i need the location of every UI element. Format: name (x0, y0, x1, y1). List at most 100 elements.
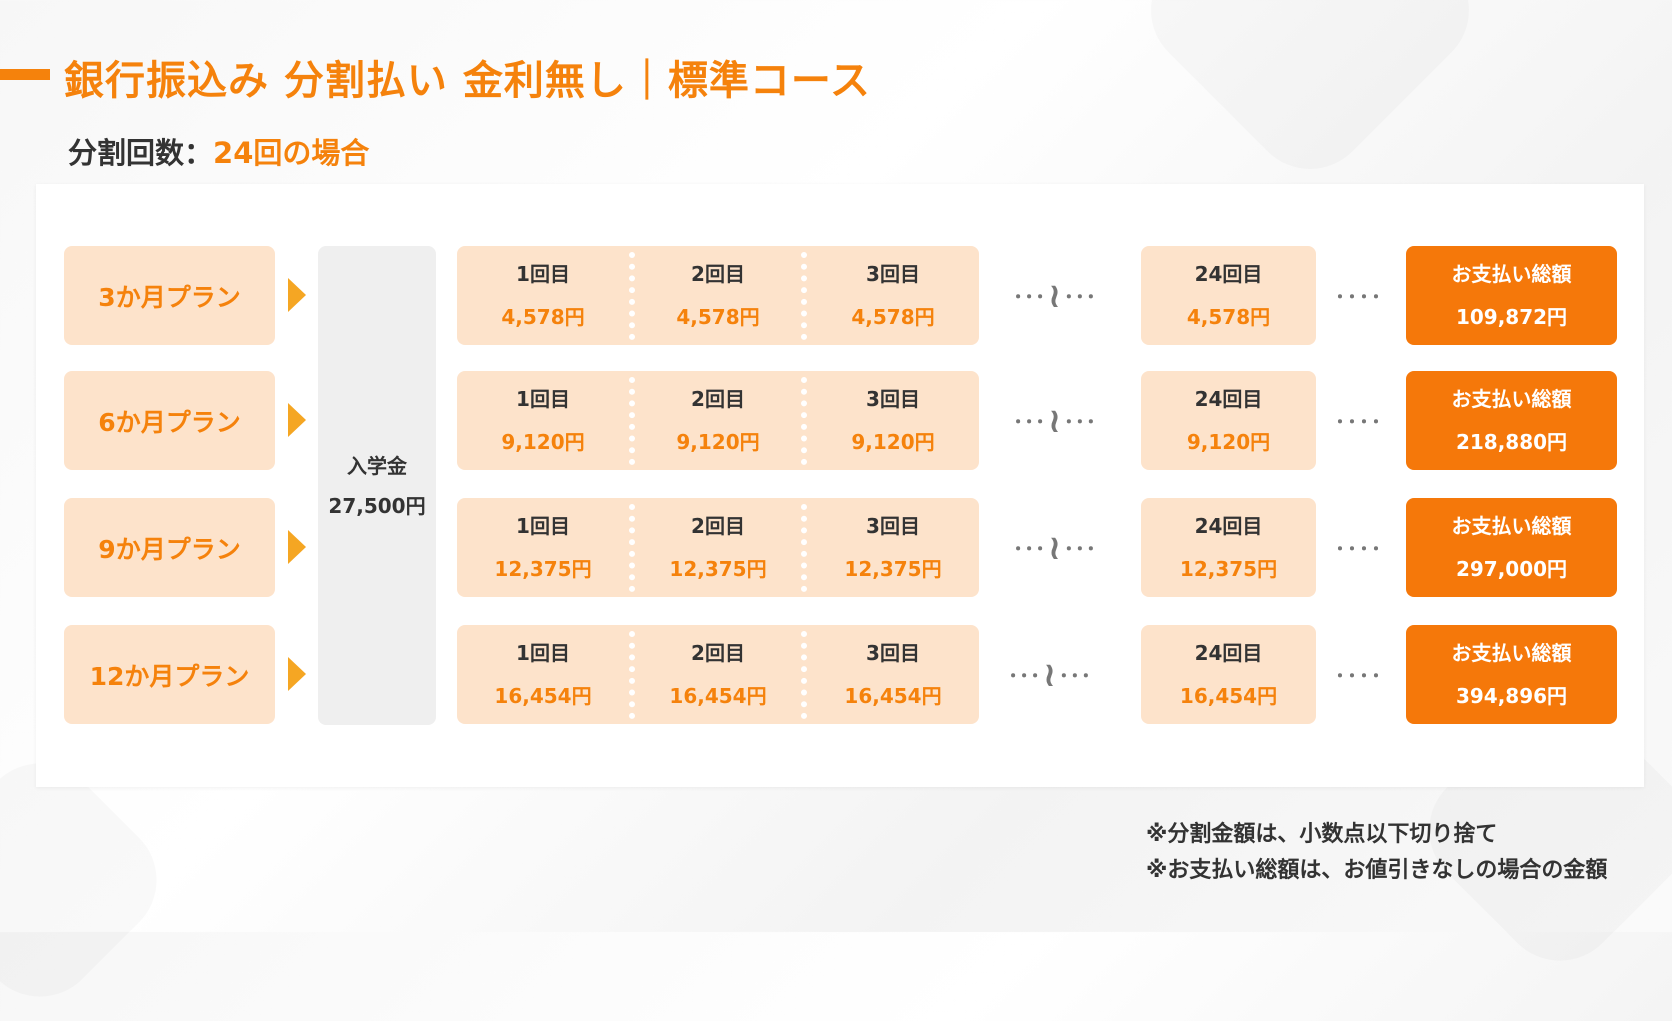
plan-row-12: 12か月プラン 1回目 16,454円 2回目 16,454円 3回目 16,454円… (0, 625, 1672, 724)
admission-fee-amount: 27,500円 (328, 493, 426, 518)
ellipsis: ･･･ (1013, 537, 1047, 561)
last-installment-box: 24回目 4,578円 (1141, 246, 1316, 345)
total-amount: 218,880円 (1455, 429, 1568, 454)
dotted-divider (629, 377, 635, 465)
installment-number: 2回目 (691, 640, 745, 665)
wave-break-icon: ≀ (1048, 527, 1062, 568)
installment-number: 3回目 (866, 640, 920, 665)
installment-number: 24回目 (1194, 261, 1263, 286)
title-accent-bar (0, 69, 50, 80)
ellipsis: ･･･ (1063, 537, 1097, 561)
installment-cell: 3回目 9,120円 (807, 371, 979, 470)
ellipsis: ･･･ (1063, 410, 1097, 434)
last-installment-box: 24回目 16,454円 (1141, 625, 1316, 724)
plan-row-9: 9か月プラン 1回目 12,375円 2回目 12,375円 3回目 12,375円 … (0, 498, 1672, 597)
installment-group: 1回目 16,454円 2回目 16,454円 3回目 16,454円 (457, 625, 979, 724)
installment-number: 1回目 (516, 261, 570, 286)
installment-cell: 24回目 9,120円 (1141, 371, 1316, 470)
installment-number: 3回目 (866, 386, 920, 411)
installment-number: 3回目 (866, 513, 920, 538)
plan-name: 3か月プラン (64, 246, 275, 345)
total-label: お支払い総額 (1451, 513, 1572, 538)
installment-amount: 9,120円 (676, 429, 760, 454)
installment-amount: 12,375円 (844, 556, 942, 581)
arrow-right-icon (288, 657, 306, 691)
subtitle-value: 24回の場合 (213, 136, 370, 170)
installment-amount: 16,454円 (844, 683, 942, 708)
installment-cell: 3回目 4,578円 (807, 246, 979, 345)
installment-group: 1回目 4,578円 2回目 4,578円 3回目 4,578円 (457, 246, 979, 345)
total-label: お支払い総額 (1451, 640, 1572, 665)
ellipsis: ････ (1335, 537, 1383, 561)
ellipsis: ････ (1335, 410, 1383, 434)
installment-number: 24回目 (1194, 386, 1263, 411)
plan-name: 12か月プラン (64, 625, 275, 724)
total-amount: 394,896円 (1455, 683, 1568, 708)
arrow-right-icon (288, 403, 306, 437)
installment-number: 1回目 (516, 513, 570, 538)
subtitle: 分割回数：24回の場合 (68, 130, 369, 172)
ellipsis: ･･･ (1013, 285, 1047, 309)
total-label: お支払い総額 (1451, 261, 1572, 286)
installment-amount: 12,375円 (669, 556, 767, 581)
installment-group: 1回目 9,120円 2回目 9,120円 3回目 9,120円 (457, 371, 979, 470)
installment-amount: 4,578円 (851, 304, 935, 329)
installment-cell: 2回目 4,578円 (635, 246, 801, 345)
installment-number: 2回目 (691, 513, 745, 538)
ellipsis: ･･･ (1008, 664, 1042, 688)
plan-row-3: 3か月プラン 1回目 4,578円 2回目 4,578円 3回目 4,578円 ･･･… (0, 246, 1672, 345)
installment-cell: 2回目 16,454円 (635, 625, 801, 724)
dotted-divider (629, 631, 635, 719)
installment-cell: 2回目 12,375円 (635, 498, 801, 597)
footnote: ※分割金額は、小数点以下切り捨て (1146, 822, 1498, 847)
omission-marker: ･･･ ≀ ･･･ (1005, 498, 1105, 597)
installment-amount: 4,578円 (501, 304, 585, 329)
ellipsis: ･･･ (1063, 285, 1097, 309)
total-payment-box: お支払い総額 394,896円 (1406, 625, 1617, 724)
installment-number: 2回目 (691, 261, 745, 286)
dotted-divider (801, 252, 807, 340)
arrow-right-icon (288, 278, 306, 312)
total-payment-box: お支払い総額 109,872円 (1406, 246, 1617, 345)
omission-marker: ･･･ ≀ ･･･ (1005, 246, 1105, 345)
ellipsis: ･･･ (1013, 410, 1047, 434)
plan-name: 6か月プラン (64, 371, 275, 470)
admission-fee-box: 入学金 27,500円 (318, 246, 436, 725)
ellipsis: ････ (1335, 664, 1383, 688)
installment-amount: 9,120円 (851, 429, 935, 454)
installment-cell: 2回目 9,120円 (635, 371, 801, 470)
subtitle-label: 分割回数： (68, 136, 214, 170)
installment-cell: 24回目 16,454円 (1141, 625, 1316, 724)
installment-amount: 16,454円 (669, 683, 767, 708)
installment-number: 24回目 (1194, 640, 1263, 665)
installment-cell: 1回目 4,578円 (457, 246, 629, 345)
installment-cell: 1回目 9,120円 (457, 371, 629, 470)
admission-fee-label: 入学金 (347, 453, 407, 478)
installment-cell: 3回目 12,375円 (807, 498, 979, 597)
ellipsis: ････ (1335, 285, 1383, 309)
installment-amount: 9,120円 (1186, 429, 1271, 454)
installment-amount: 12,375円 (1179, 556, 1278, 581)
total-amount: 109,872円 (1455, 304, 1568, 329)
installment-cell: 3回目 16,454円 (807, 625, 979, 724)
omission-marker: ･･･ ≀ ･･･ (1000, 625, 1100, 724)
total-payment-box: お支払い総額 297,000円 (1406, 498, 1617, 597)
total-amount: 297,000円 (1455, 556, 1568, 581)
background-shape (1126, 0, 1494, 194)
arrow-right-icon (288, 530, 306, 564)
installment-number: 1回目 (516, 640, 570, 665)
installment-amount: 16,454円 (1179, 683, 1278, 708)
installment-cell: 24回目 4,578円 (1141, 246, 1316, 345)
dotted-divider (801, 631, 807, 719)
installment-number: 3回目 (866, 261, 920, 286)
wave-break-icon: ≀ (1043, 654, 1057, 695)
ellipsis: ･･･ (1058, 664, 1092, 688)
dotted-divider (629, 504, 635, 592)
installment-cell: 24回目 12,375円 (1141, 498, 1316, 597)
last-installment-box: 24回目 12,375円 (1141, 498, 1316, 597)
wave-break-icon: ≀ (1048, 400, 1062, 441)
dotted-divider (629, 252, 635, 340)
installment-amount: 4,578円 (676, 304, 760, 329)
installment-amount: 12,375円 (494, 556, 592, 581)
total-payment-box: お支払い総額 218,880円 (1406, 371, 1617, 470)
